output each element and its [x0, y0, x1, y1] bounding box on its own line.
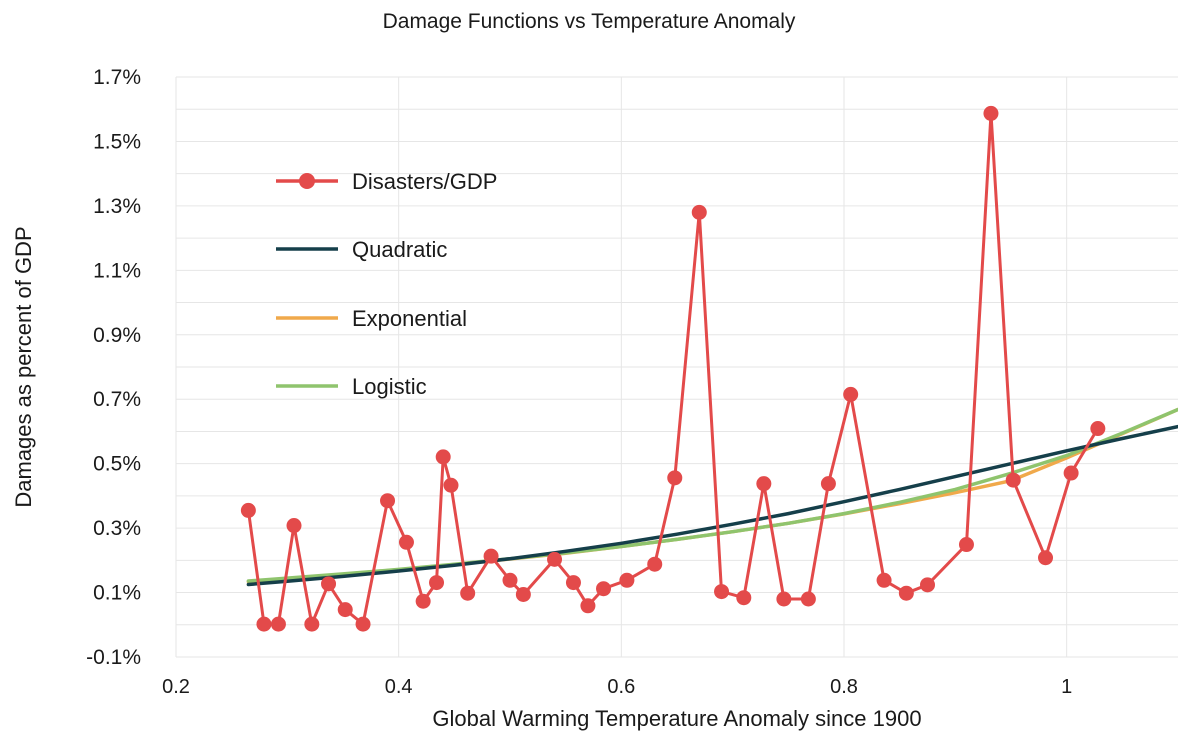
x-tick-label: 0.2	[162, 676, 190, 698]
x-tick-label: 1	[1061, 676, 1072, 698]
data-point	[338, 602, 353, 617]
legend-label: Exponential	[352, 306, 467, 331]
y-tick-label: 0.3%	[93, 517, 141, 540]
data-point	[959, 537, 974, 552]
x-tick-label: 0.8	[830, 676, 858, 698]
data-point	[801, 592, 816, 607]
data-point	[692, 205, 707, 220]
y-tick-label: 0.5%	[93, 453, 141, 476]
data-point	[356, 617, 371, 632]
data-point	[1006, 473, 1021, 488]
data-point	[443, 478, 458, 493]
data-point	[271, 617, 286, 632]
grid	[176, 77, 1178, 657]
data-point	[256, 617, 271, 632]
data-point	[877, 573, 892, 588]
data-point	[667, 470, 682, 485]
data-point	[580, 598, 595, 613]
y-tick-label: 0.1%	[93, 582, 141, 605]
x-tick-label: 0.6	[607, 676, 635, 698]
data-point	[756, 476, 771, 491]
data-point	[736, 590, 751, 605]
data-point	[321, 576, 336, 591]
data-point	[566, 575, 581, 590]
tick-labels: -0.1% 0.1% 0.3% 0.5% 0.7% 0.9% 1.1% 1.3% 1.5% 1.7…	[86, 66, 1072, 698]
data-point	[241, 503, 256, 518]
data-point	[714, 584, 729, 599]
data-point	[596, 581, 611, 596]
legend-marker	[299, 173, 315, 189]
legend-label: Disasters/GDP	[352, 169, 497, 194]
y-tick-label: 1.5%	[93, 130, 141, 153]
x-tick-label: 0.4	[385, 676, 413, 698]
data-point	[776, 592, 791, 607]
data-point	[399, 535, 414, 550]
data-point	[380, 493, 395, 508]
y-axis-label: Damages as percent of GDP	[11, 226, 37, 507]
data-point	[503, 573, 518, 588]
data-point	[821, 476, 836, 491]
data-point	[436, 449, 451, 464]
legend-label: Logistic	[352, 374, 427, 399]
data-point	[547, 552, 562, 567]
y-tick-label: 1.7%	[93, 66, 141, 89]
data-point	[516, 587, 531, 602]
x-axis-label: Global Warming Temperature Anomaly since…	[176, 706, 1178, 732]
data-point	[1064, 466, 1079, 481]
data-point	[416, 594, 431, 609]
data-point	[484, 549, 499, 564]
data-point	[983, 106, 998, 121]
data-point	[304, 617, 319, 632]
data-point	[843, 387, 858, 402]
data-point	[899, 586, 914, 601]
data-point	[1090, 421, 1105, 436]
data-point	[429, 575, 444, 590]
y-tick-label: -0.1%	[86, 646, 141, 669]
legend-label: Quadratic	[352, 237, 447, 262]
data-point	[460, 586, 475, 601]
data-point	[920, 577, 935, 592]
y-tick-label: 1.1%	[93, 259, 141, 282]
data-point	[647, 557, 662, 572]
data-point	[287, 518, 302, 533]
y-tick-label: 1.3%	[93, 195, 141, 218]
data-point	[1038, 550, 1053, 565]
y-tick-label: 0.7%	[93, 388, 141, 411]
legend: Disasters/GDP Quadratic Exponential Logisti…	[276, 169, 497, 399]
y-tick-label: 0.9%	[93, 324, 141, 347]
data-point	[619, 573, 634, 588]
